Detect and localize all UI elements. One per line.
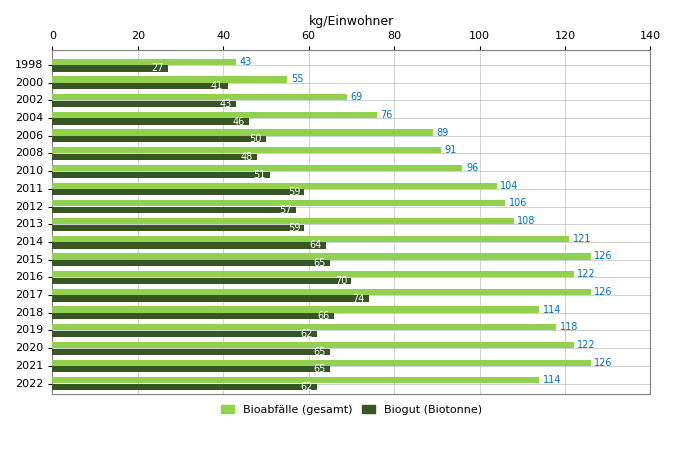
Bar [53,349,330,355]
Bar [53,253,591,260]
Bar [53,366,330,372]
Text: 122: 122 [577,340,596,350]
Text: 118: 118 [560,322,578,332]
Text: 57: 57 [279,205,291,215]
Bar [53,384,317,390]
Bar [53,65,168,71]
Text: 114: 114 [543,376,561,385]
Bar [53,242,326,249]
Text: 65: 65 [314,258,326,268]
Text: 62: 62 [301,382,313,392]
Bar [53,154,258,160]
Bar [53,130,433,136]
Text: 27: 27 [151,64,164,73]
Legend: Bioabfälle (gesamt), Biogut (Biotonne): Bioabfälle (gesamt), Biogut (Biotonne) [216,400,486,420]
Text: 43: 43 [220,99,232,109]
Bar [53,112,377,118]
Bar [53,278,352,284]
Bar [53,313,335,319]
Text: 76: 76 [381,110,393,120]
Text: 126: 126 [594,358,612,368]
Bar [53,200,505,207]
Text: 121: 121 [573,234,592,244]
Text: 62: 62 [301,329,313,339]
Text: 106: 106 [508,198,527,208]
Bar [53,101,236,107]
Bar [53,331,317,337]
Bar [53,147,441,153]
Bar [53,306,539,313]
Text: 114: 114 [543,305,561,315]
Bar [53,59,236,65]
Bar [53,377,539,383]
Text: 122: 122 [577,269,596,279]
Bar [53,94,347,100]
Text: 41: 41 [211,81,223,91]
Bar [53,189,304,196]
Bar [53,271,573,277]
Bar [53,83,228,89]
Text: 64: 64 [309,240,322,251]
Bar [53,218,514,224]
Text: 126: 126 [594,251,612,262]
Text: 96: 96 [466,163,478,173]
Text: 108: 108 [517,216,535,226]
Bar [53,236,569,242]
Bar [53,119,249,125]
Text: 70: 70 [335,276,347,286]
Bar [53,342,573,348]
Text: 69: 69 [351,92,363,102]
Text: 65: 65 [314,347,326,357]
Text: 74: 74 [352,294,364,304]
Bar [53,136,266,142]
Text: 51: 51 [254,169,266,180]
Text: 89: 89 [436,127,448,137]
Text: 59: 59 [288,187,300,197]
Bar [53,183,497,189]
Bar [53,260,330,266]
Text: 65: 65 [314,365,326,374]
Bar [53,289,591,295]
Text: 91: 91 [445,145,457,155]
Bar [53,172,270,178]
Text: 46: 46 [233,116,245,126]
Text: 59: 59 [288,223,300,233]
Bar [53,360,591,366]
Text: 126: 126 [594,287,612,297]
Bar [53,165,462,171]
Text: 50: 50 [249,134,262,144]
Text: 43: 43 [239,57,251,67]
Text: 48: 48 [241,152,254,162]
X-axis label: kg/Einwohner: kg/Einwohner [309,15,394,28]
Bar [53,207,296,213]
Bar [53,76,287,82]
Bar [53,324,556,330]
Bar [53,225,304,231]
Text: 66: 66 [318,311,330,321]
Text: 104: 104 [500,180,518,191]
Text: 55: 55 [291,74,304,84]
Bar [53,295,368,302]
